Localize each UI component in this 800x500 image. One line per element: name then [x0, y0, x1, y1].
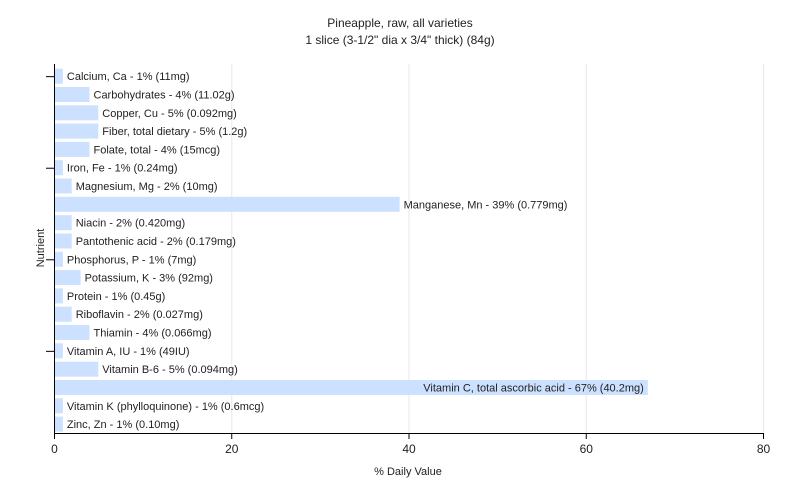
bar — [55, 123, 99, 139]
bar-label: Pantothenic acid - 2% (0.179mg) — [76, 236, 236, 248]
bar-label: Protein - 1% (0.45g) — [67, 291, 165, 303]
bar — [55, 233, 72, 249]
x-tick-label: 0 — [51, 442, 58, 456]
bar — [55, 196, 400, 212]
bar-label: Riboflavin - 2% (0.027mg) — [76, 309, 203, 321]
x-tick-label: 80 — [757, 442, 771, 456]
bar-label: Magnesium, Mg - 2% (10mg) — [76, 181, 218, 193]
bar — [55, 288, 63, 304]
bar — [55, 361, 99, 377]
y-axis-label: Nutrient — [35, 228, 47, 268]
bar-label: Folate, total - 4% (15mcg) — [94, 144, 221, 156]
bar — [55, 306, 72, 322]
bar-label: Copper, Cu - 5% (0.092mg) — [102, 108, 237, 120]
bar — [55, 105, 99, 121]
bar-label: Potassium, K - 3% (92mg) — [85, 273, 213, 285]
bar-label: Zinc, Zn - 1% (0.10mg) — [67, 419, 179, 431]
bar-label: Vitamin K (phylloquinone) - 1% (0.6mcg) — [67, 401, 264, 413]
bar-label: Niacin - 2% (0.420mg) — [76, 218, 185, 230]
bar-label: Manganese, Mn - 39% (0.779mg) — [404, 199, 568, 211]
chart-title: Pineapple, raw, all varieties — [327, 16, 473, 30]
bar-label: Carbohydrates - 4% (11.02g) — [94, 90, 235, 102]
bar — [55, 160, 63, 176]
bar — [55, 141, 90, 157]
bar — [55, 416, 63, 432]
bar-label: Calcium, Ca - 1% (11mg) — [67, 71, 190, 83]
bar — [55, 270, 81, 286]
x-axis-label: % Daily Value — [374, 466, 442, 478]
bar — [55, 68, 63, 84]
bar-label: Vitamin A, IU - 1% (49IU) — [67, 346, 190, 358]
bar — [55, 398, 63, 414]
bar — [55, 325, 90, 340]
bar — [55, 87, 90, 102]
bar-label: Iron, Fe - 1% (0.24mg) — [67, 163, 178, 175]
bar-label: Vitamin B-6 - 5% (0.094mg) — [102, 364, 238, 376]
bar — [55, 178, 72, 194]
bar — [55, 215, 72, 231]
bar-label: Phosphorus, P - 1% (7mg) — [67, 254, 196, 266]
bar-label: Thiamin - 4% (0.066mg) — [94, 328, 212, 340]
bar — [55, 380, 648, 395]
x-tick-label: 20 — [225, 442, 239, 456]
chart-subtitle: 1 slice (3-1/2" dia x 3/4" thick) (84g) — [305, 33, 495, 47]
bar — [55, 343, 63, 359]
x-tick-label: 60 — [580, 442, 594, 456]
bar-label: Fiber, total dietary - 5% (1.2g) — [102, 126, 247, 138]
bar-label: Vitamin C, total ascorbic acid - 67% (40… — [423, 383, 644, 395]
x-tick-label: 40 — [402, 442, 416, 456]
bar — [55, 251, 63, 267]
